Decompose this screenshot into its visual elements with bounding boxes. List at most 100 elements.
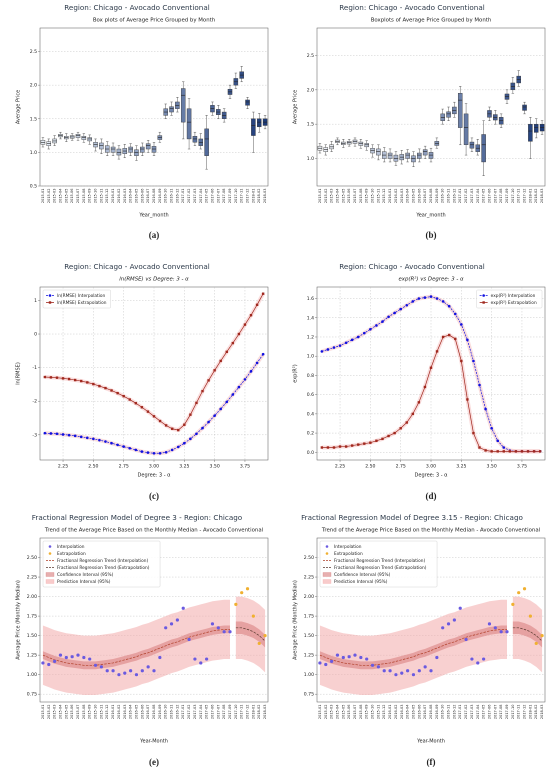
point [493,626,497,630]
x-tick-label: 2017-07 [216,189,220,204]
point [522,587,527,591]
y-tick-label: 0.6 [307,392,314,398]
chart-title: Fractional Regression Model of Degree 3.… [301,513,523,522]
marker [320,446,324,449]
x-tick-label: 2017-02 [187,189,191,204]
marker [164,424,168,427]
marker [243,323,247,326]
x-tick-label: 2016-02 [394,705,398,720]
y-tick-label: 1.00 [304,672,314,678]
x-tick-label: 2017-03 [193,705,197,720]
point [429,669,433,673]
legend-marker [48,301,52,304]
point [140,669,144,673]
marker [67,377,71,381]
box [140,146,145,153]
interval-band [42,625,230,670]
x-tick-label: 2016-05 [134,189,138,204]
marker [152,415,156,418]
y-tick-label: -2 [32,399,37,405]
marker [225,350,228,354]
marker [429,295,433,298]
x-axis-label: Year_month [138,213,168,219]
point [534,641,538,646]
marker [375,324,378,327]
y-tick-label: 1.0 [307,156,314,162]
marker [49,432,53,435]
x-tick-label: 2017-10 [234,189,238,204]
point [146,665,150,669]
marker [231,393,235,396]
x-tick-label: 2016-08 [429,705,433,720]
y-tick-label: 0.8 [307,373,314,379]
x-tick-label: 2017-12 [246,705,250,720]
marker [363,442,366,445]
marker [170,448,174,452]
marker [405,421,408,424]
panel-label: (f) [427,757,436,767]
x-tick-label: 2015-05 [64,189,68,204]
x-tick-label: 2015-10 [371,189,375,204]
x-tick-label: 2017-01 [181,189,185,204]
marker [362,331,366,335]
marker [134,448,138,452]
x-tick-label: 2015-08 [82,189,86,204]
x-tick-label: 2017-01 [458,705,462,720]
x-tick-label: 2017-09 [228,705,232,720]
x-tick-label: 2016-06 [417,705,421,720]
y-tick-label: 0.5 [30,184,37,190]
marker [140,406,144,409]
x-tick-label: 2017-02 [464,189,468,204]
marker [249,314,253,317]
point [353,653,357,657]
legend-marker [48,294,52,297]
x-tick-label: 2015-05 [64,705,68,720]
x-tick-label: 2016-07 [146,705,150,720]
panel-label: (c) [149,491,159,501]
marker [158,451,162,455]
y-tick-label: 2.5 [307,53,314,59]
marker [116,443,119,447]
box [81,136,87,140]
marker [332,346,336,349]
x-tick-label: 2016-08 [429,189,433,204]
chart-subtitle: Trend of the Average Price Based on the … [321,528,540,534]
x-tick-label: 2017-03 [193,189,197,204]
legend-label: Fractional Regression Trend (Extrapolati… [57,565,150,571]
x-tick-label: 2017-01 [458,189,462,204]
marker [219,359,222,363]
x-tick-label: 3.00 [426,464,436,470]
x-tick-label: 2017-08 [499,188,503,203]
box [376,148,381,156]
marker [189,437,192,441]
x-tick-label: 2016-09 [435,189,439,204]
y-tick-label: 1.25 [304,653,314,659]
marker [110,441,113,445]
point [482,657,486,661]
x-tick-label: 2015-06 [347,705,351,720]
y-tick-label: 1.50 [27,633,37,639]
marker [429,366,433,369]
point [245,587,250,591]
box [358,141,364,146]
point [417,669,421,673]
x-tick-label: 3.50 [210,464,220,470]
marker [496,450,499,453]
x-tick-label: 2015-01 [318,189,322,204]
panel-label: (b) [426,230,437,240]
point [93,663,98,667]
marker [514,450,518,453]
x-tick-label: 2017-05 [205,189,209,204]
x-tick-label: 2016-01 [111,189,115,204]
legend-marker [48,545,52,548]
legend-label: ln(RMSE) Interpolation [57,293,106,299]
point [330,659,334,663]
box [204,128,209,156]
x-tick-label: 2015-03 [53,189,57,204]
y-tick-label: 0.0 [307,450,314,456]
x-tick-label: 2015-11 [376,189,380,204]
plot-area [39,27,269,187]
marker [255,361,259,365]
x-tick-label: 2.75 [396,464,406,470]
x-tick-label: 2017-04 [199,188,203,203]
